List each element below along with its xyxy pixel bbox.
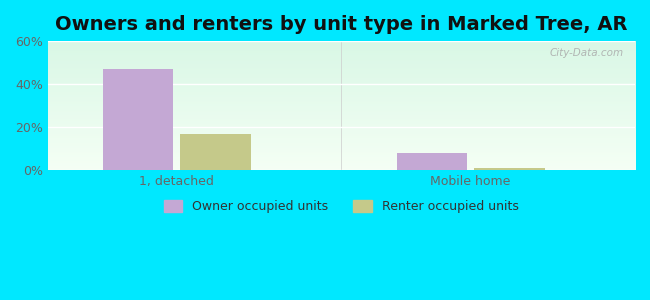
Legend: Owner occupied units, Renter occupied units: Owner occupied units, Renter occupied un…: [159, 195, 524, 218]
Bar: [474, 168, 545, 170]
Bar: [103, 69, 174, 170]
Title: Owners and renters by unit type in Marked Tree, AR: Owners and renters by unit type in Marke…: [55, 15, 628, 34]
Text: City-Data.com: City-Data.com: [549, 48, 623, 58]
Bar: [181, 134, 251, 170]
Bar: [396, 153, 467, 170]
